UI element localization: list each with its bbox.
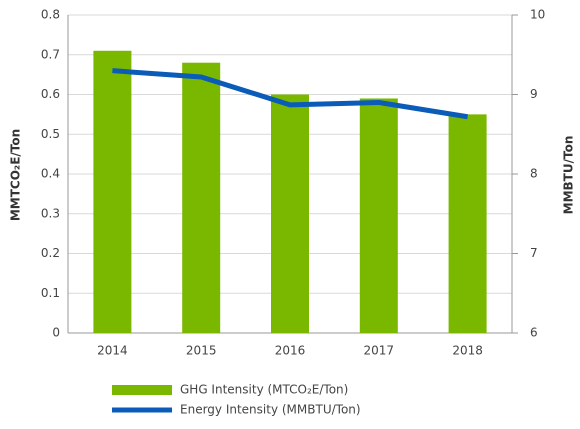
y2-axis-title: MMBTU/Ton xyxy=(562,136,576,215)
y2-tick-label: 8 xyxy=(530,167,538,181)
y-tick-label: 0 xyxy=(52,326,60,340)
y2-tick-label: 6 xyxy=(530,326,538,340)
y-tick-label: 0.2 xyxy=(41,246,60,260)
y-tick-label: 0.3 xyxy=(41,206,60,220)
y-tick-label: 0.5 xyxy=(41,127,60,141)
y2-tick-label: 9 xyxy=(530,87,538,101)
bar xyxy=(93,50,132,334)
y2-tick-label: 10 xyxy=(530,8,545,22)
legend-label: Energy Intensity (MMBTU/Ton) xyxy=(180,403,361,417)
line xyxy=(112,68,468,120)
bar xyxy=(448,114,487,333)
bar xyxy=(182,62,221,333)
legend-label: GHG Intensity (MTCO₂E/Ton) xyxy=(180,383,348,397)
y-tick-label: 0.4 xyxy=(41,167,60,181)
y-tick-label: 0.6 xyxy=(41,87,60,101)
x-tick-label: 2016 xyxy=(275,344,306,358)
x-tick-label: 2018 xyxy=(452,344,483,358)
y-tick-label: 0.7 xyxy=(41,47,60,61)
y2-tick-label: 7 xyxy=(530,246,538,260)
bar xyxy=(359,98,398,333)
y-tick-label: 0.1 xyxy=(41,286,60,300)
y-axis-title: MMTCO₂E/Ton xyxy=(9,129,23,221)
bar xyxy=(271,94,309,333)
legend-swatch xyxy=(112,385,172,395)
y-tick-label: 0.8 xyxy=(41,8,60,22)
x-tick-label: 2015 xyxy=(186,344,217,358)
x-tick-label: 2017 xyxy=(364,344,395,358)
x-tick-label: 2014 xyxy=(97,344,128,358)
